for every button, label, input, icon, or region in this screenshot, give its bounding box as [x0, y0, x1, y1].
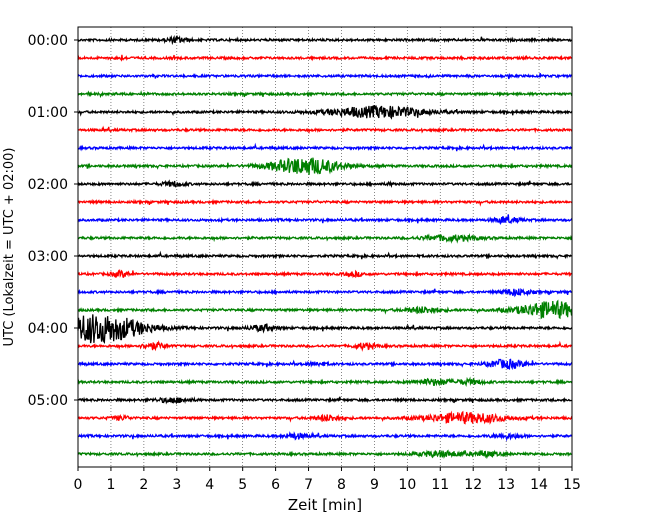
x-tick-label: 8 [337, 477, 346, 493]
seismic-trace-11 [77, 233, 573, 244]
x-tick-label: 7 [304, 477, 313, 493]
x-tick-label: 10 [398, 477, 416, 493]
seismic-trace-13 [77, 269, 573, 279]
seismic-trace-7 [77, 157, 573, 175]
trace-series [77, 34, 573, 460]
x-tick-label: 11 [431, 477, 449, 493]
x-tick-label: 6 [271, 477, 280, 493]
y-axis-ticks: 00:00 01:00 02:00 03:00 04:00 05:00 [28, 33, 78, 409]
seismic-trace-22 [77, 431, 573, 442]
x-tick-label: 13 [497, 477, 515, 493]
x-tick-label: 0 [74, 477, 83, 493]
x-tick-label: 15 [563, 477, 581, 493]
grid-lines [110, 27, 540, 467]
x-tick-label: 3 [172, 477, 181, 493]
x-tick-label: 2 [139, 477, 148, 493]
seismic-trace-9 [77, 198, 573, 207]
y-tick-label: 01:00 [28, 105, 68, 121]
seismic-trace-18 [77, 358, 573, 371]
y-tick-label: 00:00 [28, 33, 68, 49]
seismic-trace-19 [77, 376, 573, 388]
x-tick-label: 5 [238, 477, 247, 493]
y-tick-label: 05:00 [28, 393, 68, 409]
x-tick-label: 9 [370, 477, 379, 493]
x-tick-label: 1 [106, 477, 115, 493]
y-tick-label: 04:00 [28, 321, 68, 337]
seismic-trace-6 [77, 142, 573, 152]
seismic-trace-3 [77, 90, 573, 99]
y-tick-label: 03:00 [28, 249, 68, 265]
seismic-trace-8 [77, 179, 573, 188]
seismic-trace-2 [77, 72, 573, 80]
seismic-trace-14 [77, 287, 573, 298]
x-axis-label: Zeit [min] [288, 496, 362, 514]
seismic-trace-23 [77, 449, 573, 460]
x-axis-ticks: 0 1 2 3 4 5 6 7 8 9 10 11 12 13 14 15 [74, 467, 581, 493]
seismic-trace-15 [77, 299, 573, 320]
x-tick-label: 4 [205, 477, 214, 493]
y-axis-label: UTC (Lokalzeit = UTC + 02:00) [2, 148, 17, 347]
seismic-trace-16 [77, 314, 573, 344]
seismic-trace-21 [77, 410, 573, 425]
seismic-trace-17 [77, 339, 573, 352]
seismic-trace-10 [77, 214, 573, 226]
seismic-trace-4 [77, 104, 573, 120]
y-tick-label: 02:00 [28, 177, 68, 193]
seismic-trace-12 [77, 250, 573, 260]
seismic-trace-1 [77, 54, 573, 62]
x-tick-label: 14 [530, 477, 548, 493]
seismic-trace-5 [77, 125, 573, 135]
plot-frame [77, 26, 573, 468]
x-tick-label: 12 [464, 477, 482, 493]
seismic-trace-0 [77, 34, 573, 46]
seismic-trace-20 [77, 396, 573, 405]
